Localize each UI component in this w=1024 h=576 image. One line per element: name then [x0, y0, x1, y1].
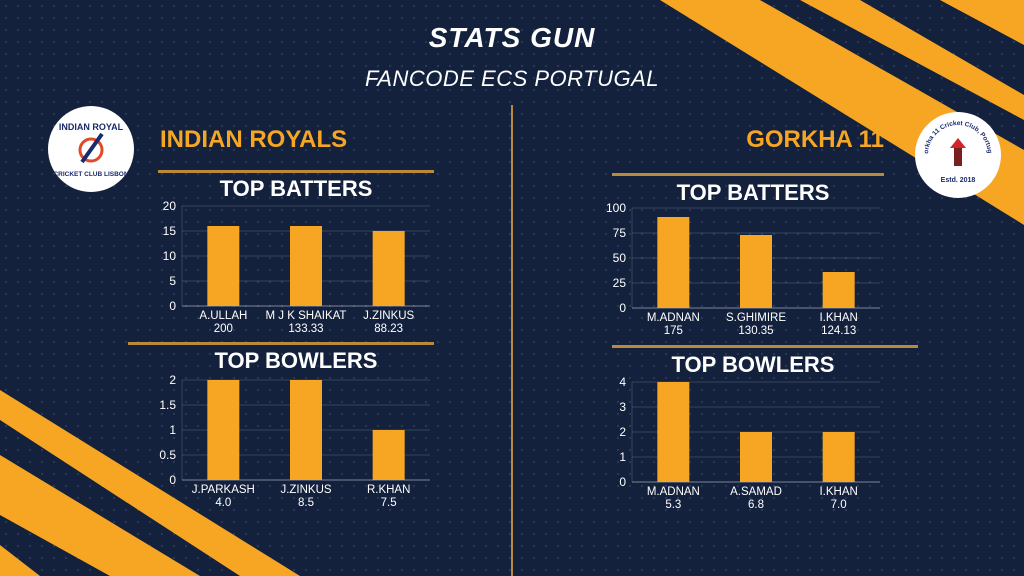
x-secondary-label: 4.0 [215, 497, 231, 509]
y-tick-label: 75 [613, 226, 627, 240]
y-tick-label: 4 [619, 375, 626, 389]
x-secondary-label: 8.5 [298, 497, 314, 509]
page-title: STATS GUN [428, 22, 596, 53]
x-category-label: M.ADNAN [647, 312, 700, 324]
y-tick-label: 0 [169, 299, 176, 313]
bar [657, 217, 690, 308]
y-tick-label: 2 [619, 425, 626, 439]
bar [290, 380, 322, 480]
indian-royals-logo: INDIAN ROYAL CRICKET CLUB LISBON [48, 106, 134, 192]
section-title-left-batters: TOP BATTERS [219, 176, 373, 201]
x-category-label: J.ZINKUS [363, 310, 414, 322]
section-title-left-bowlers: TOP BOWLERS [214, 348, 378, 373]
x-secondary-label: 5.3 [665, 499, 681, 511]
x-secondary-label: 6.8 [748, 499, 764, 511]
x-category-label: A.ULLAH [199, 310, 247, 322]
y-tick-label: 25 [613, 276, 627, 290]
bar [822, 432, 855, 482]
x-secondary-label: 124.13 [821, 325, 856, 337]
x-category-label: J.ZINKUS [280, 484, 331, 496]
bar [207, 226, 240, 306]
x-secondary-label: 175 [664, 325, 683, 337]
bar [740, 432, 772, 482]
logo-estd: Estd. 2018 [941, 177, 976, 184]
y-tick-label: 1.5 [159, 398, 176, 412]
bar [372, 231, 405, 306]
rule-right-mid [612, 345, 918, 348]
x-category-label: M.ADNAN [647, 486, 700, 498]
section-title-right-bowlers: TOP BOWLERS [671, 352, 835, 377]
logo-flag [950, 138, 966, 148]
streak-top-2 [800, 0, 1024, 120]
x-category-label: I.KHAN [819, 486, 857, 498]
y-tick-label: 0 [619, 475, 626, 489]
streak-bottom-3 [0, 545, 40, 576]
rule-left-mid [128, 342, 434, 345]
x-secondary-label: 7.0 [831, 499, 847, 511]
y-tick-label: 0 [619, 301, 626, 315]
x-secondary-label: 130.35 [738, 325, 773, 337]
center-divider [511, 105, 513, 576]
x-category-label: R.KHAN [367, 484, 410, 496]
y-tick-label: 1 [619, 450, 626, 464]
y-tick-label: 3 [619, 400, 626, 414]
x-category-label: A.SAMAD [730, 486, 782, 498]
logo-bat [80, 132, 104, 164]
streak-bottom-1 [0, 390, 300, 576]
team-name-left: INDIAN ROYALS [160, 126, 348, 153]
team-name-right: GORKHA 11 [746, 126, 884, 153]
bar [372, 430, 405, 480]
y-tick-label: 20 [163, 199, 177, 213]
bar [740, 235, 772, 308]
bar [290, 226, 322, 306]
x-category-label: J.PARKASH [192, 484, 255, 496]
y-tick-label: 15 [163, 224, 177, 238]
indian-royals-logo-art: INDIAN ROYAL CRICKET CLUB LISBON [53, 122, 128, 178]
streak-bottom-2 [0, 455, 200, 576]
logo-text-bottom: CRICKET CLUB LISBON [53, 171, 128, 178]
x-secondary-label: 133.33 [288, 323, 323, 335]
logo-figure [954, 148, 962, 166]
y-tick-label: 10 [163, 249, 177, 263]
y-tick-label: 0 [169, 473, 176, 487]
x-secondary-label: 88.23 [374, 323, 403, 335]
y-tick-label: 100 [606, 201, 626, 215]
x-category-label: S.GHIMIRE [726, 312, 786, 324]
x-secondary-label: 200 [214, 323, 233, 335]
streak-top-3 [940, 0, 1024, 45]
y-tick-label: 50 [613, 251, 627, 265]
bar [822, 272, 855, 308]
bar [657, 382, 690, 482]
y-tick-label: 0.5 [159, 448, 176, 462]
rule-left-top [158, 170, 434, 173]
x-secondary-label: 7.5 [381, 497, 397, 509]
bar [207, 380, 240, 480]
page-subtitle: FANCODE ECS PORTUGAL [364, 66, 659, 91]
x-category-label: I.KHAN [819, 312, 857, 324]
gorkha-11-logo-art: Gorkha 11 Cricket Club, Portugal Estd. 2… [915, 112, 993, 184]
logo-text-top: INDIAN ROYAL [59, 122, 124, 132]
gorkha-11-logo: Gorkha 11 Cricket Club, Portugal Estd. 2… [915, 112, 1001, 198]
x-category-label: M J K SHAIKAT [266, 310, 347, 322]
rule-right-top [612, 173, 884, 176]
y-tick-label: 1 [169, 423, 176, 437]
y-tick-label: 2 [169, 373, 176, 387]
y-tick-label: 5 [169, 274, 176, 288]
section-title-right-batters: TOP BATTERS [676, 180, 830, 205]
logo-ring [78, 137, 104, 163]
